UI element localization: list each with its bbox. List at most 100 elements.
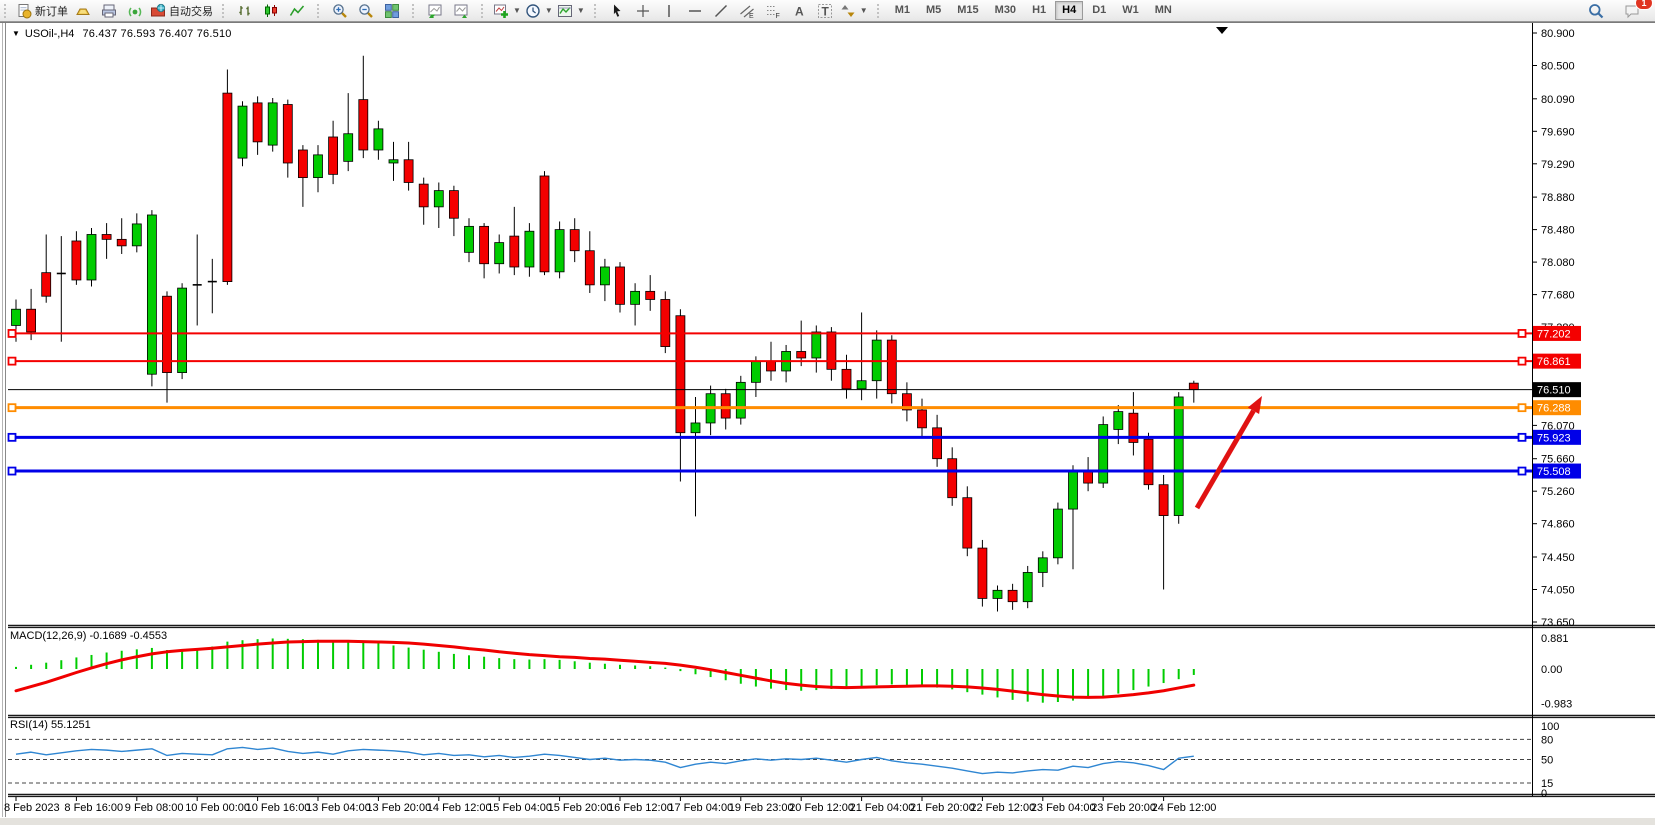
metaeditor-icon[interactable] <box>70 1 96 21</box>
tf-mn[interactable]: MN <box>1148 1 1179 20</box>
price-badge <box>1533 382 1581 398</box>
candle-up <box>524 230 535 268</box>
templates-icon <box>557 3 573 19</box>
time-axis-label: 13 Feb 04:00 <box>306 802 371 814</box>
hline-handle[interactable] <box>1517 432 1527 442</box>
price-tick-label: 80.090 <box>1541 94 1575 106</box>
hline-handle[interactable] <box>7 432 17 442</box>
candle-up <box>11 308 21 326</box>
profile-next-icon <box>453 3 469 19</box>
chart-shift-marker[interactable] <box>1216 27 1228 34</box>
hline-handle[interactable] <box>7 329 17 338</box>
macd-values: -0.1689 -0.4553 <box>89 630 168 642</box>
tf-h1[interactable]: H1 <box>1025 1 1053 20</box>
tf-m1-label: M1 <box>894 4 910 16</box>
periods-button[interactable]: ▼ <box>523 1 555 21</box>
indicators-button[interactable]: ▼ <box>491 1 523 21</box>
candle-down <box>841 368 852 390</box>
candle-up <box>751 360 761 383</box>
rsi-indicator-label: RSI(14) 55.1251 <box>10 719 91 731</box>
candle-up <box>690 422 701 434</box>
hline-handle[interactable] <box>7 466 17 476</box>
hline-handle[interactable] <box>1517 329 1527 338</box>
fibonacci-icon: F <box>765 3 781 19</box>
tf-d1[interactable]: D1 <box>1085 1 1113 20</box>
rsi-scale-label: 80 <box>1541 734 1553 746</box>
rsi-line <box>15 746 1194 775</box>
price-badge-label: 77.202 <box>1537 328 1571 340</box>
svg-text:A: A <box>795 4 804 18</box>
toolbar-grip <box>317 3 323 18</box>
strategy-tester-icon[interactable] <box>122 1 148 21</box>
search-button[interactable] <box>1583 1 1609 21</box>
candle-up <box>630 290 640 305</box>
templates-button[interactable]: ▼ <box>555 1 587 21</box>
toolbar-group-timeframes: M1 M5 M15 M30 H1 H4 D1 W1 MN <box>873 0 1183 22</box>
new-order-icon <box>16 3 32 19</box>
tf-m15[interactable]: M15 <box>950 1 985 20</box>
chat-button[interactable]: 1 <box>1619 0 1653 21</box>
price-badge-label: 75.923 <box>1537 432 1571 444</box>
tf-h4[interactable]: H4 <box>1055 1 1084 20</box>
toolbar-grip <box>412 3 418 18</box>
candle-up <box>1173 396 1184 516</box>
trendline-button[interactable] <box>708 1 734 21</box>
hline-handle[interactable] <box>1517 466 1527 476</box>
new-order-button[interactable]: 新订单 <box>14 1 70 21</box>
time-axis-label: 14 Feb 12:00 <box>427 802 492 814</box>
hline-handle[interactable] <box>7 356 17 366</box>
chevron-down-icon[interactable]: ▼ <box>513 6 521 15</box>
text-button[interactable]: A <box>786 1 812 21</box>
candle-down <box>418 183 429 208</box>
tf-m30[interactable]: M30 <box>988 1 1023 20</box>
arrow-annotation[interactable] <box>1194 396 1262 510</box>
candle-down <box>116 238 127 247</box>
candle-up <box>433 190 444 208</box>
fibonacci-button[interactable]: F <box>760 1 786 21</box>
symbol-dropdown-icon[interactable]: ▼ <box>12 29 20 38</box>
zoom-in-button[interactable] <box>327 1 353 21</box>
candle-down <box>101 234 112 240</box>
tile-windows-button[interactable] <box>379 1 405 21</box>
chevron-down-icon[interactable]: ▼ <box>859 6 868 15</box>
crosshair-button[interactable] <box>630 1 656 21</box>
candle-down <box>297 149 308 179</box>
hline-handle[interactable] <box>1517 403 1527 413</box>
candle-down <box>26 308 37 333</box>
candle-down <box>977 547 988 599</box>
trendline-icon <box>713 3 729 19</box>
tf-m5[interactable]: M5 <box>919 1 948 20</box>
autotrade-icon <box>150 3 166 19</box>
candle-down <box>675 315 686 434</box>
notification-badge: 1 <box>1635 0 1653 10</box>
terminal-icon[interactable] <box>96 1 122 21</box>
hline-handle[interactable] <box>1517 356 1527 366</box>
price-tick-label: 78.480 <box>1541 225 1575 237</box>
tf-w1[interactable]: W1 <box>1115 1 1146 20</box>
price-tick-label: 74.860 <box>1541 519 1575 531</box>
zoom-out-button[interactable] <box>353 1 379 21</box>
hline-button[interactable] <box>682 1 708 21</box>
profile-back-button[interactable] <box>422 1 448 21</box>
profile-next-button[interactable] <box>448 1 474 21</box>
autotrade-button[interactable]: 自动交易 <box>148 1 215 21</box>
zoom-in-icon <box>332 3 348 19</box>
arrows-button[interactable]: ▼ <box>838 1 870 21</box>
chevron-down-icon[interactable]: ▼ <box>576 6 585 15</box>
time-axis-label: 20 Feb 12:00 <box>789 802 854 814</box>
candle-chart-button[interactable] <box>258 1 284 21</box>
candle-up <box>388 159 399 164</box>
bar-chart-button[interactable] <box>232 1 258 21</box>
channel-button[interactable]: E <box>734 1 760 21</box>
channel-icon: E <box>739 3 755 19</box>
cursor-button[interactable] <box>604 1 630 21</box>
hline-handle[interactable] <box>7 403 17 413</box>
label-button[interactable]: T <box>812 1 838 21</box>
tf-m1[interactable]: M1 <box>888 1 917 20</box>
indicators-icon <box>493 3 509 19</box>
time-axis-label: 15 Feb 20:00 <box>548 802 613 814</box>
line-chart-button[interactable] <box>284 1 310 21</box>
cursor-icon <box>609 3 625 19</box>
chevron-down-icon[interactable]: ▼ <box>544 6 553 15</box>
vline-button[interactable] <box>656 1 682 21</box>
